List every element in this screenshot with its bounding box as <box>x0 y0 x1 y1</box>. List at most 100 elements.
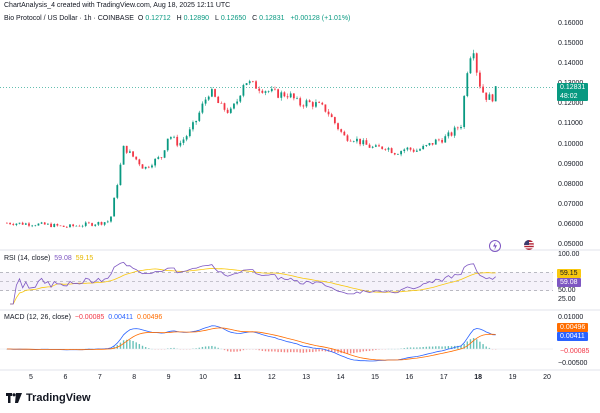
macd-hist-bar <box>479 341 481 349</box>
candle-body <box>47 223 49 225</box>
candle-body <box>472 53 475 59</box>
macd-hist-bar <box>349 349 352 354</box>
candle-body <box>434 139 437 145</box>
macd-hist-bar <box>233 349 235 352</box>
macd-hist-bar <box>334 349 336 353</box>
macd-hist-bar <box>400 348 402 349</box>
rsi-label[interactable]: RSI (14, close) <box>4 255 51 262</box>
macd-hist-bar <box>217 347 219 349</box>
candle-body <box>469 58 472 74</box>
rsi-legend: RSI (14, close) 59.08 59.15 <box>4 255 95 262</box>
candle-body <box>229 108 232 113</box>
rsi-ma-value: 59.15 <box>75 255 94 262</box>
candle-body <box>201 103 204 113</box>
candle-body <box>141 164 144 169</box>
candle-body <box>447 132 450 137</box>
macd-hist-bar <box>141 345 144 349</box>
lightning-icon[interactable] <box>489 240 501 252</box>
price-tick: 0.10000 <box>558 140 584 148</box>
macd-hist-bar <box>192 348 194 349</box>
candle-body <box>37 223 40 226</box>
macd-hist-bar <box>293 349 295 353</box>
candle-body <box>374 145 377 147</box>
macd-hist-bar <box>135 342 137 349</box>
candle-body <box>125 145 128 153</box>
macd-tick-bottom: −0.00500 <box>558 360 588 367</box>
time-tick: 13 <box>302 374 311 381</box>
macd-hist-bar <box>469 339 472 349</box>
candle-body <box>214 89 216 97</box>
time-tick: 5 <box>29 374 33 381</box>
candle-body <box>494 86 497 102</box>
candle-body <box>43 222 46 225</box>
candle-body <box>132 151 134 157</box>
candle-body <box>113 197 116 217</box>
macd-hist-bar <box>286 349 289 353</box>
price-tick: 0.12000 <box>558 100 584 108</box>
candle-body <box>390 148 393 154</box>
candle-body <box>75 225 78 227</box>
candle-body <box>488 94 491 100</box>
macd-hist-bar <box>368 349 371 351</box>
candle-body <box>349 140 352 142</box>
candle-body <box>286 96 289 98</box>
time-tick: 8 <box>132 374 137 381</box>
candle-body <box>450 132 453 136</box>
candle-body <box>100 222 103 225</box>
candle-body <box>248 81 251 84</box>
macd-hist-bar <box>463 343 465 349</box>
macd-hist-bar <box>144 347 147 349</box>
macd-hist-bar <box>435 346 437 349</box>
macd-hist-bar <box>413 347 415 349</box>
macd-hist-bar <box>208 346 210 349</box>
macd-hist-bar <box>214 346 216 349</box>
tradingview-logo[interactable]: TradingView <box>6 392 91 404</box>
candle-body <box>425 145 428 146</box>
candle-body <box>270 88 273 92</box>
time-tick: 19 <box>508 374 517 381</box>
candle-body <box>308 100 311 103</box>
candle-body <box>337 123 339 130</box>
macd-hist-bar <box>296 349 298 353</box>
rsi-tick-25: 25.00 <box>558 296 576 303</box>
candle-body <box>78 225 81 227</box>
candle-body <box>491 94 494 102</box>
candle-body <box>34 225 37 227</box>
candle-body <box>163 150 166 158</box>
time-tick: 10 <box>199 374 207 381</box>
macd-hist-bar <box>255 349 257 350</box>
change-value: +0.00128 (+1.01%) <box>290 15 351 22</box>
rsi-value: 59.08 <box>54 255 72 262</box>
symbol-title[interactable]: Bio Protocol / US Dollar · 1h · COINBASE <box>4 15 134 22</box>
ohlc-close: C 0.12831 <box>252 15 286 22</box>
candle-body <box>204 99 207 104</box>
macd-tick-top: 0.01000 <box>558 314 584 321</box>
candle-body <box>333 117 336 124</box>
macd-hist-bar <box>460 345 462 349</box>
macd-hist-bar <box>280 349 282 353</box>
time-tick: 7 <box>97 374 102 381</box>
candle-body <box>378 145 380 147</box>
bar-countdown: 48:02 <box>560 93 578 100</box>
candle-body <box>94 224 97 226</box>
candle-body <box>400 151 402 155</box>
us-flag-icon[interactable] <box>524 240 534 250</box>
candle-body <box>393 153 396 155</box>
candle-body <box>327 111 330 115</box>
candle-body <box>251 81 254 82</box>
macd-hist-bar <box>416 347 418 349</box>
candle-body <box>192 122 194 130</box>
candle-body <box>362 140 365 145</box>
candle-body <box>343 131 346 136</box>
macd-signal-tag: 0.00496 <box>557 323 589 332</box>
candle-body <box>415 150 418 152</box>
macd-value: 0.00411 <box>108 314 134 321</box>
candle-body <box>233 103 235 109</box>
price-tick: 0.07000 <box>558 200 584 208</box>
candle-body <box>264 91 267 93</box>
candle-body <box>352 141 355 142</box>
candle-body <box>261 90 264 93</box>
macd-label[interactable]: MACD (12, 26, close) <box>4 314 71 321</box>
macd-hist-bar <box>211 345 213 349</box>
